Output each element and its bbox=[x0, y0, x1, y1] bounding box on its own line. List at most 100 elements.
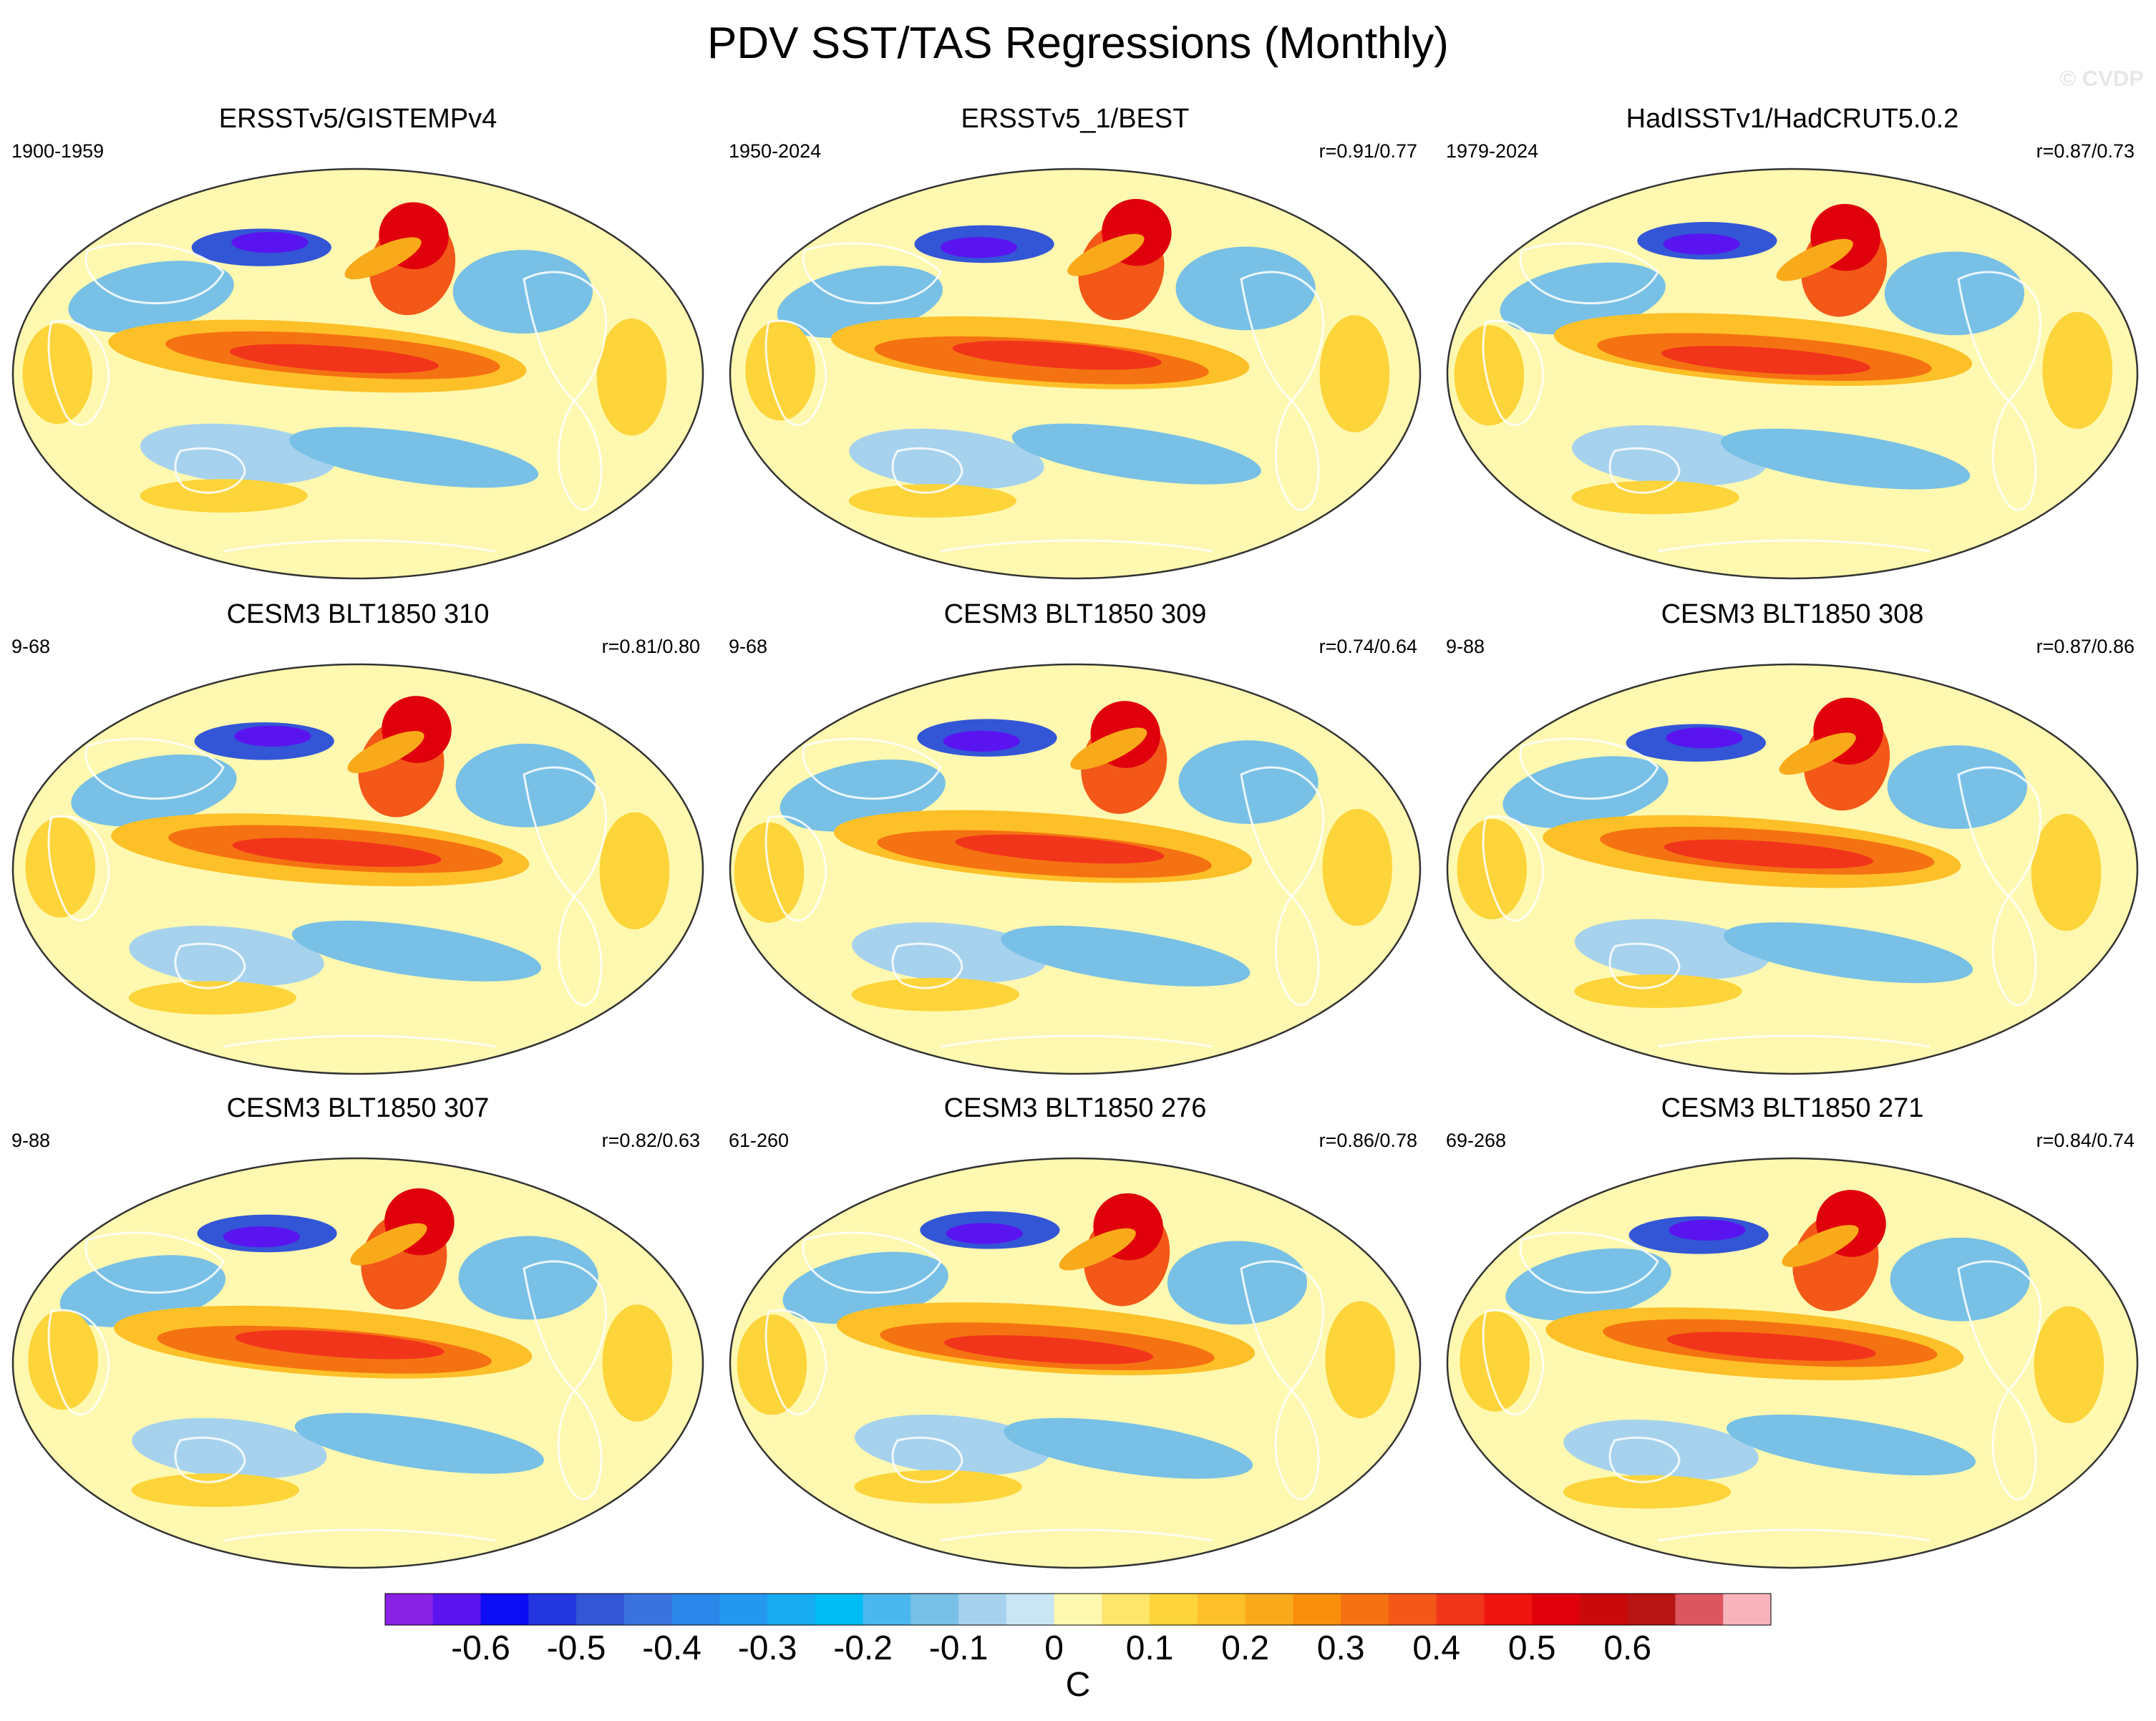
map-border bbox=[11, 1157, 704, 1569]
panel-title: CESM3 BLT1850 308 bbox=[1661, 599, 1924, 629]
anomaly-region bbox=[2031, 813, 2102, 931]
map-panel: CESM3 BLT1850 309 9-68 r=0.74/0.64 bbox=[717, 594, 1433, 1088]
colorbar-swatch bbox=[958, 1594, 1007, 1625]
coastline bbox=[1608, 1436, 1681, 1483]
map-panel: CESM3 BLT1850 310 9-68 r=0.81/0.80 bbox=[0, 594, 716, 1088]
panel-period-label: 1950-2024 bbox=[729, 140, 822, 162]
colorbar-swatch bbox=[1054, 1594, 1102, 1625]
map-panel: CESM3 BLT1850 308 9-88 r=0.87/0.86 bbox=[1434, 594, 2150, 1088]
anomaly-region bbox=[71, 754, 237, 827]
panel-period-label: 1979-2024 bbox=[1446, 140, 1539, 162]
colorbar-tick-label: 0.6 bbox=[1603, 1629, 1651, 1667]
anomaly-region bbox=[1004, 1417, 1253, 1479]
anomaly-region bbox=[848, 484, 1017, 518]
colorbar-tick-label: 0 bbox=[1044, 1629, 1064, 1667]
coastline bbox=[891, 447, 963, 494]
anomaly-region bbox=[1666, 1332, 1876, 1361]
coastline bbox=[940, 1528, 1213, 1542]
coastline bbox=[1519, 242, 1659, 305]
panel-correlation-label: r=0.91/0.77 bbox=[1319, 140, 1417, 162]
colorbar-swatch bbox=[1484, 1594, 1533, 1625]
anomaly-region bbox=[25, 817, 96, 918]
anomaly-region bbox=[1574, 918, 1770, 980]
panel-title: ERSSTv5/GISTEMPv4 bbox=[218, 104, 497, 134]
panel-period-label: 61-260 bbox=[729, 1130, 790, 1151]
colorbar-tick-label: 0.5 bbox=[1508, 1629, 1556, 1667]
colorbar-swatch bbox=[863, 1594, 911, 1625]
colorbar-swatch bbox=[1388, 1594, 1437, 1625]
map-panel: CESM3 BLT1850 271 69-268 r=0.84/0.74 bbox=[1434, 1088, 2150, 1582]
coastline bbox=[1519, 737, 1659, 800]
colorbar-swatch bbox=[1341, 1594, 1389, 1625]
colorbar-tick-label: 0.2 bbox=[1221, 1629, 1269, 1667]
coastline bbox=[1482, 1309, 1545, 1416]
colorbar-swatch bbox=[432, 1594, 482, 1625]
coastline bbox=[1957, 1260, 2041, 1392]
regression-map bbox=[1446, 1157, 2139, 1569]
panel-title: CESM3 BLT1850 310 bbox=[226, 599, 490, 629]
anomaly-region bbox=[1776, 238, 1853, 281]
coastline bbox=[891, 942, 963, 989]
regression-map bbox=[1446, 168, 2139, 580]
regression-map bbox=[729, 168, 1422, 580]
coastline bbox=[1519, 1231, 1659, 1294]
anomaly-region bbox=[140, 423, 336, 485]
panel-correlation-label: r=0.86/0.78 bbox=[1319, 1130, 1417, 1151]
coastline bbox=[1957, 766, 2041, 898]
coastline bbox=[523, 271, 607, 403]
anomaly-region bbox=[1884, 251, 2025, 336]
colorbar-swatch bbox=[1102, 1594, 1150, 1625]
panel-correlation-label: r=0.84/0.74 bbox=[2036, 1130, 2135, 1151]
coastline bbox=[523, 766, 607, 898]
coastline bbox=[1657, 1034, 1931, 1048]
anomaly-region bbox=[849, 428, 1044, 490]
coastline bbox=[1608, 942, 1681, 989]
anomaly-region bbox=[1782, 1225, 1859, 1267]
anomaly-region bbox=[231, 232, 309, 253]
colorbar-tick-label: 0.1 bbox=[1126, 1629, 1174, 1667]
coastline bbox=[764, 319, 827, 427]
colorbar-swatch bbox=[1627, 1594, 1676, 1625]
anomaly-region bbox=[1571, 480, 1739, 515]
figure-title: PDV SST/TAS Regressions (Monthly) bbox=[707, 19, 1449, 68]
anomaly-region bbox=[232, 838, 442, 867]
panel-correlation-label: r=0.81/0.80 bbox=[601, 636, 700, 657]
colorbar-swatch bbox=[576, 1594, 625, 1625]
coastline bbox=[1657, 1528, 1931, 1542]
colorbar-swatch bbox=[623, 1594, 673, 1625]
colorbar-swatch bbox=[1532, 1594, 1580, 1625]
map-panel: ERSSTv5/GISTEMPv4 1900-1959 bbox=[0, 99, 716, 593]
anomaly-region bbox=[1460, 1311, 1530, 1412]
anomaly-region bbox=[852, 922, 1047, 984]
anomaly-region bbox=[1721, 428, 1971, 490]
anomaly-region bbox=[1454, 325, 1525, 426]
colorbar-tick-label: 0.3 bbox=[1317, 1629, 1365, 1667]
anomaly-region bbox=[344, 237, 422, 280]
anomaly-region bbox=[1322, 808, 1393, 926]
anomaly-region bbox=[350, 1223, 427, 1266]
coastline bbox=[802, 737, 942, 800]
anomaly-region bbox=[291, 921, 542, 981]
panel-period-label: 69-268 bbox=[1446, 1130, 1507, 1151]
anomaly-region bbox=[599, 812, 670, 930]
anomaly-region bbox=[1457, 818, 1528, 920]
anomaly-region bbox=[955, 834, 1165, 864]
map-panel: HadISSTv1/HadCRUT5.0.2 1979-2024 r=0.87/0.… bbox=[1434, 99, 2150, 593]
colorbar-swatch bbox=[528, 1594, 577, 1625]
map-border bbox=[11, 168, 704, 580]
anomaly-region bbox=[1502, 756, 1669, 828]
coastline bbox=[84, 737, 225, 800]
panel-period-label: 1900-1959 bbox=[11, 140, 105, 162]
anomaly-region bbox=[1505, 1248, 1671, 1321]
coastline bbox=[223, 539, 496, 553]
coastline bbox=[223, 1528, 496, 1542]
anomaly-region bbox=[1669, 1219, 1746, 1241]
coastline bbox=[47, 319, 110, 427]
anomaly-region bbox=[140, 479, 308, 513]
anomaly-region bbox=[28, 1309, 98, 1410]
coastline bbox=[1240, 271, 1324, 403]
anomaly-region bbox=[1563, 1475, 1732, 1509]
colorbar-swatch bbox=[1436, 1594, 1485, 1625]
panel-title: CESM3 BLT1850 307 bbox=[226, 1093, 490, 1123]
panel-correlation-label: r=0.74/0.64 bbox=[1319, 636, 1417, 657]
